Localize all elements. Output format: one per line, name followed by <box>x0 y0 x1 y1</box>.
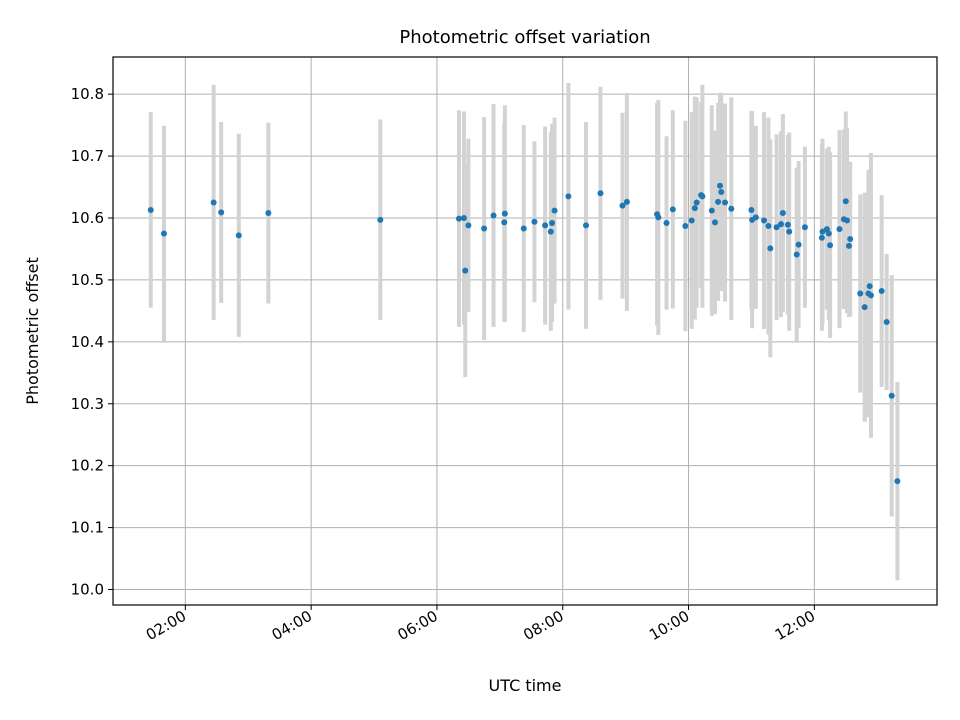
data-point <box>779 210 786 217</box>
data-point <box>682 223 689 230</box>
data-point <box>795 241 802 248</box>
data-point <box>878 288 885 295</box>
data-point <box>818 234 825 241</box>
data-point <box>784 221 791 228</box>
data-point <box>669 206 676 213</box>
data-point <box>752 214 759 221</box>
data-point <box>583 222 590 229</box>
data-point <box>761 217 768 224</box>
data-point <box>716 182 723 189</box>
data-point <box>465 222 472 229</box>
data-point <box>455 215 462 222</box>
y-tick-label: 10.4 <box>71 333 104 351</box>
data-point <box>765 223 772 230</box>
data-point <box>549 219 556 226</box>
data-points <box>147 182 901 485</box>
data-point <box>847 236 854 243</box>
y-tick-label: 10.5 <box>71 271 104 289</box>
y-tick-label: 10.2 <box>71 457 104 475</box>
data-point <box>547 228 554 235</box>
data-point <box>861 304 868 311</box>
data-point <box>699 193 706 200</box>
data-point <box>718 188 725 195</box>
data-point <box>520 225 527 232</box>
data-point <box>786 228 793 235</box>
data-point <box>894 478 901 485</box>
data-point <box>462 267 469 274</box>
data-point <box>501 210 508 217</box>
y-axis-label: Photometric offset <box>23 257 42 405</box>
data-point <box>827 242 834 249</box>
data-point <box>767 245 774 252</box>
x-axis-label: UTC time <box>489 676 562 695</box>
data-point <box>160 230 167 237</box>
y-tick-label: 10.8 <box>71 85 104 103</box>
data-point <box>663 219 670 226</box>
data-point <box>708 207 715 214</box>
data-point <box>819 228 826 235</box>
data-point <box>842 198 849 205</box>
data-point <box>801 224 808 231</box>
data-point <box>377 216 384 223</box>
y-axis: 10.0 10.1 10.2 10.3 10.4 10.5 10.6 10.7 10.8 <box>71 85 113 599</box>
y-tick-label: 10.7 <box>71 147 104 165</box>
data-point <box>793 251 800 258</box>
data-point <box>825 230 832 237</box>
data-point <box>691 205 698 212</box>
data-point <box>688 217 695 224</box>
data-point <box>481 225 488 232</box>
y-tick-label: 10.3 <box>71 395 104 413</box>
data-point <box>748 206 755 213</box>
data-point <box>728 205 735 212</box>
data-point <box>883 319 890 326</box>
data-point <box>218 209 225 216</box>
data-point <box>845 242 852 249</box>
y-tick-label: 10.1 <box>71 519 104 537</box>
data-point <box>501 219 508 226</box>
data-point <box>778 221 785 228</box>
chart-title: Photometric offset variation <box>399 27 650 48</box>
data-point <box>619 202 626 209</box>
y-tick-label: 10.0 <box>71 581 104 599</box>
y-tick-label: 10.6 <box>71 209 104 227</box>
data-point <box>844 217 851 224</box>
data-point <box>693 199 700 206</box>
data-point <box>542 222 549 229</box>
data-point <box>490 212 497 219</box>
data-point <box>460 214 467 221</box>
data-point <box>867 292 874 299</box>
data-point <box>551 207 558 214</box>
data-point <box>655 214 662 221</box>
data-point <box>265 210 272 217</box>
data-point <box>210 199 217 206</box>
data-point <box>722 199 729 206</box>
data-point <box>147 206 154 213</box>
plot-frame <box>112 56 938 606</box>
data-point <box>711 219 718 226</box>
data-point <box>235 232 242 239</box>
data-point <box>623 198 630 205</box>
data-point <box>531 218 538 225</box>
data-point <box>888 392 895 399</box>
data-point <box>597 190 604 197</box>
data-point <box>773 224 780 231</box>
data-point <box>715 198 722 205</box>
data-point <box>866 283 873 290</box>
data-point <box>857 290 864 297</box>
data-point <box>836 226 843 233</box>
data-point <box>565 193 572 200</box>
